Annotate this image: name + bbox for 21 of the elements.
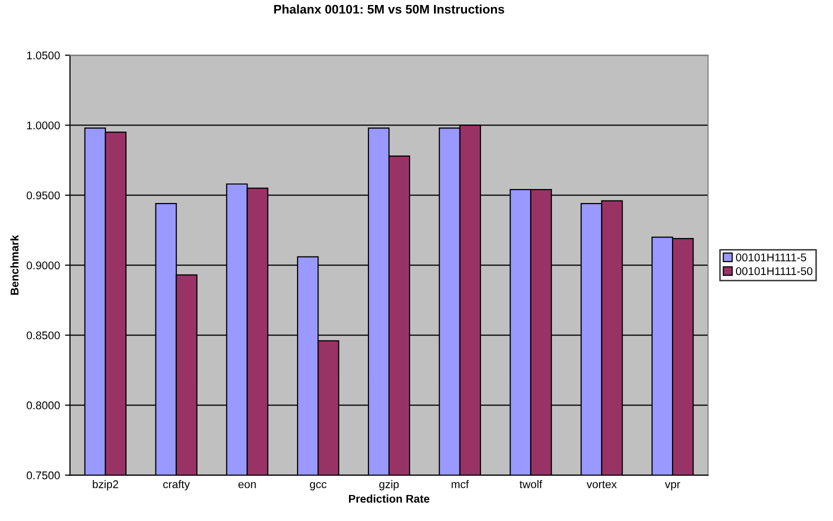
y-tick-label: 0.9000	[26, 261, 60, 270]
x-tick-label: vpr	[664, 482, 680, 490]
y-tick-label: 1.0500	[27, 51, 60, 60]
x-tick-label: vortex	[586, 480, 617, 488]
x-tick-label: mcf	[452, 480, 469, 488]
x-tick-label: gcc	[310, 482, 326, 490]
y-tick-label: 0.8000	[26, 401, 60, 410]
x-tick-label: gzip	[379, 480, 399, 490]
x-tick-label: twolf	[520, 480, 542, 488]
chart-title: Phalanx 00101: 5M vs 50M Instructions	[274, 4, 504, 14]
y-axis-title: Benchmark	[10, 234, 19, 295]
y-tick-label: 0.8500	[26, 331, 60, 340]
x-axis-title: Prediction Rate	[349, 494, 430, 503]
x-tick-label: crafty	[163, 480, 190, 490]
y-tick-label: 0.9500	[26, 191, 60, 200]
legend-label: 00101H1111-5	[736, 253, 806, 262]
x-tick-label: eon	[238, 482, 256, 488]
y-tick-label: 0.7500	[26, 471, 60, 480]
y-tick-label: 1.0000	[27, 121, 60, 130]
x-tick-label: bzip2	[92, 480, 118, 490]
legend-label: 00101H1111-50	[736, 267, 812, 276]
